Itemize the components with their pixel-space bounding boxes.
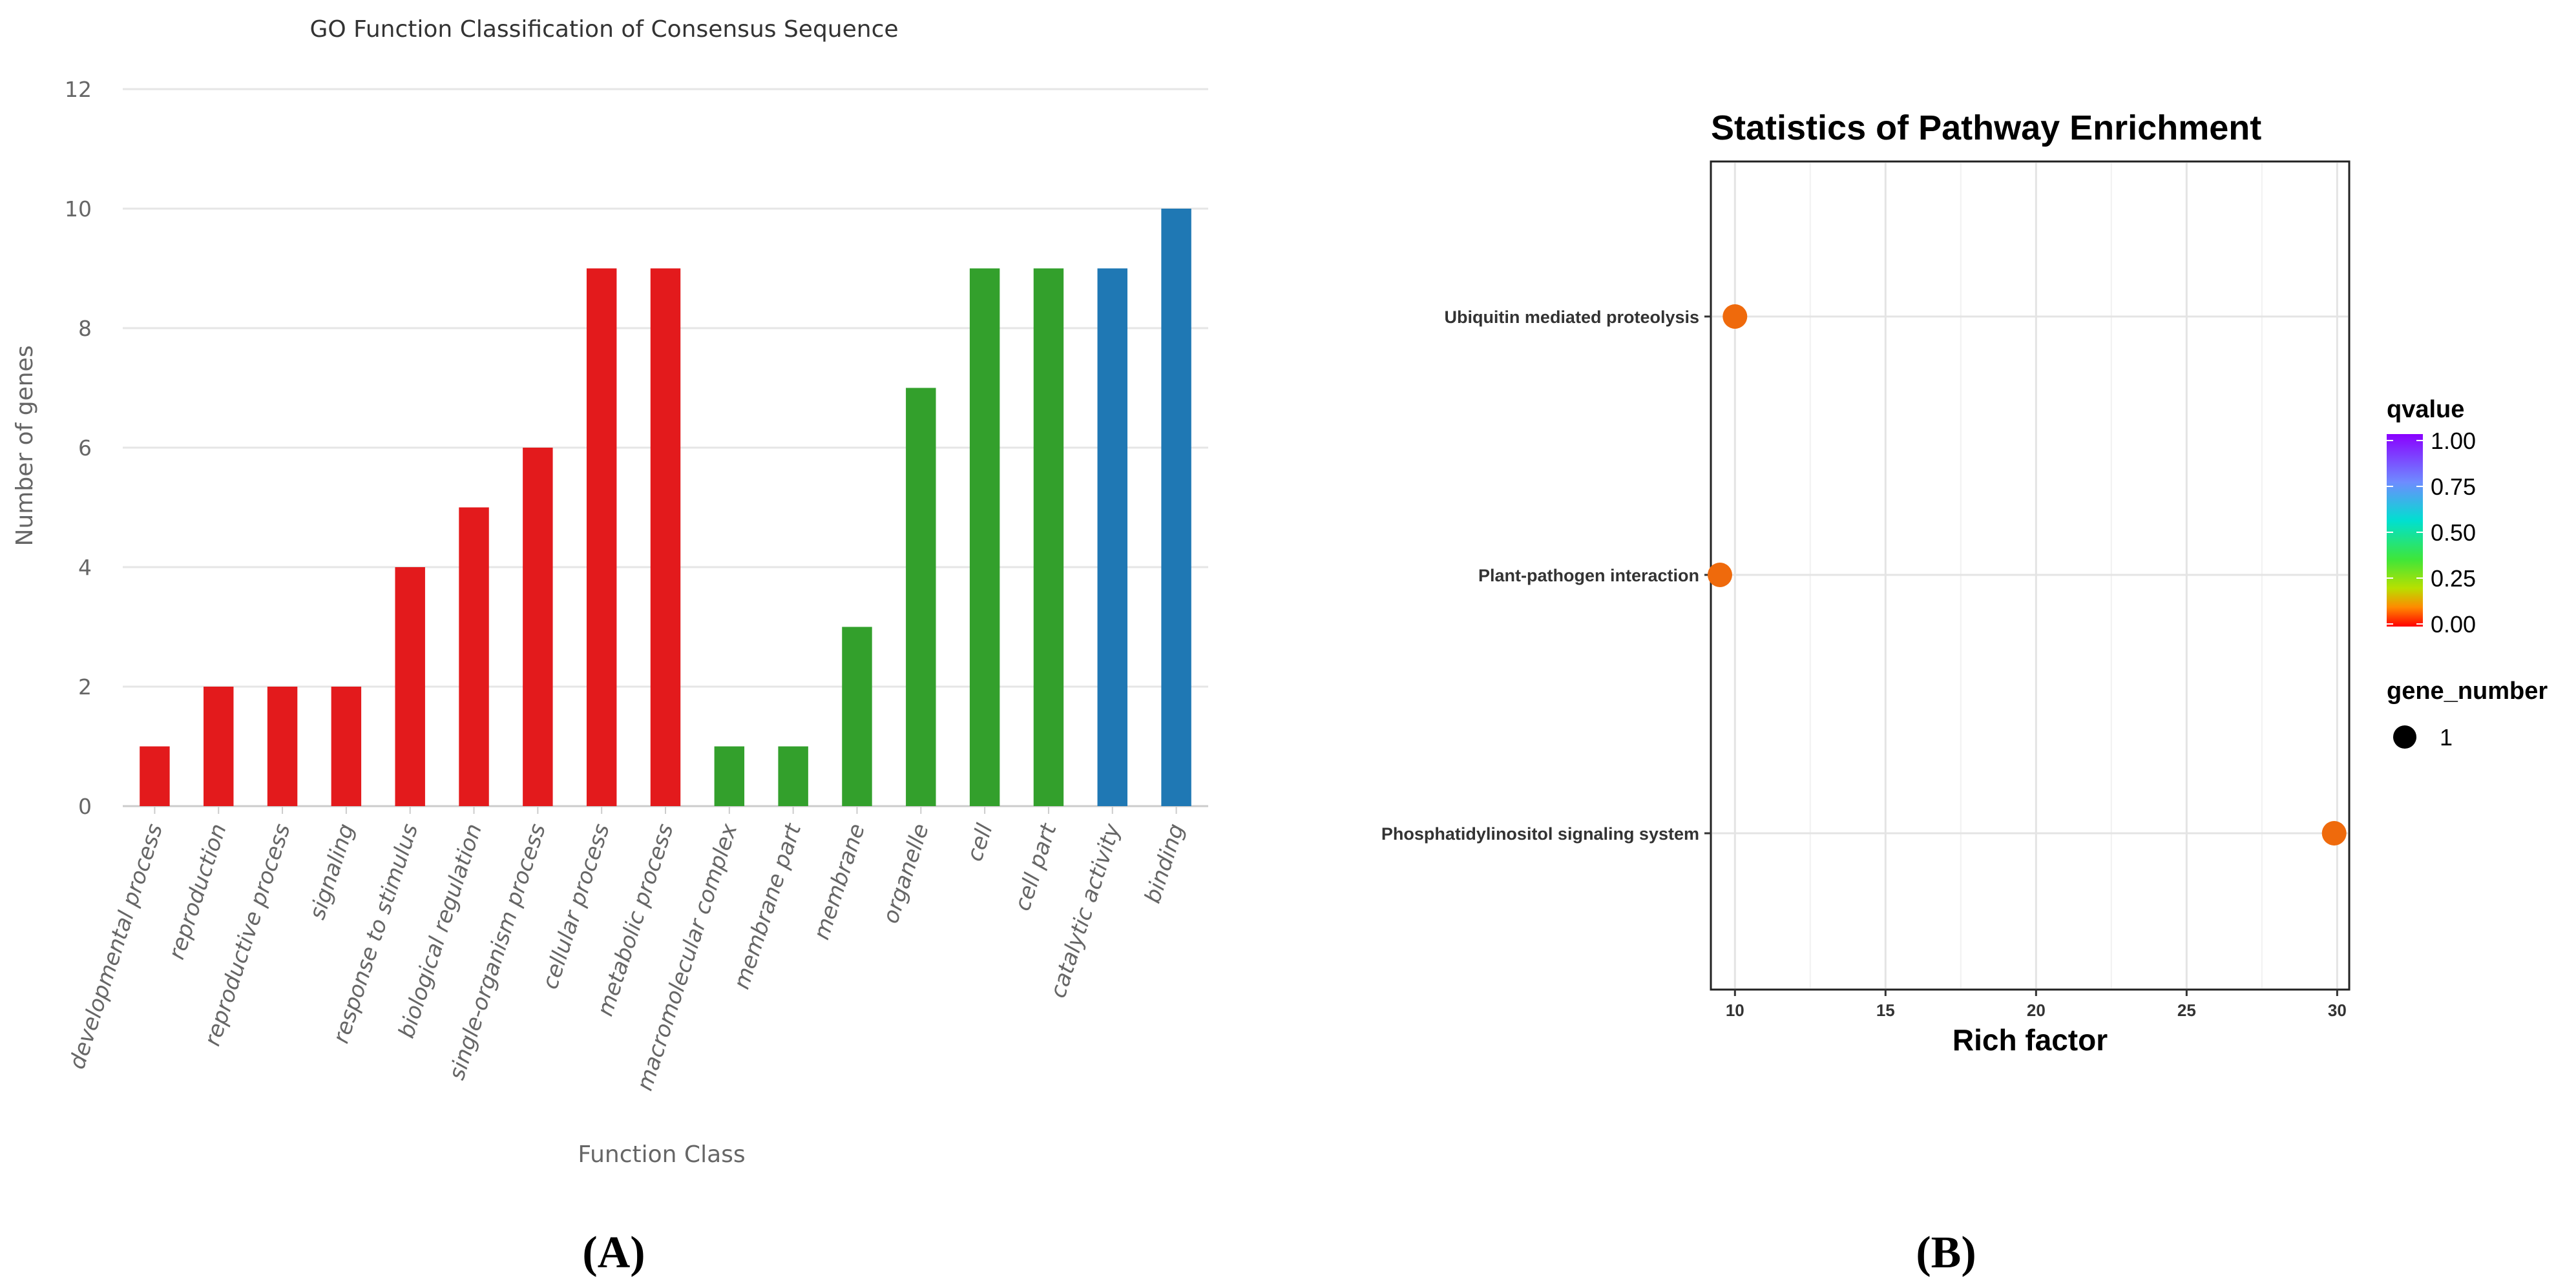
chart-a-y-tick-label: 2 [78,674,92,700]
chart-a-y-tick-label: 10 [65,196,92,222]
chart-a-x-tick-label: signaling [304,820,359,922]
legend-gene-number-value: 1 [2440,724,2453,751]
chart-a-y-tick-label: 6 [78,435,92,461]
chart-b-x-tick-label: 20 [2027,1001,2046,1020]
chart-a-x-tick-label: developmental process [64,820,168,1072]
chart-a-bar [650,268,681,806]
chart-a-x-tick-label: organelle [878,820,934,926]
chart-pathway-enrichment: Statistics of Pathway Enrichment Ubiquit… [1381,109,2548,1278]
legend-qvalue-title: qvalue [2387,396,2464,423]
chart-b-y-tick-label: Phosphatidylinositol signaling system [1381,824,1699,844]
legend-qvalue-tick-label: 0.25 [2431,565,2476,592]
chart-a-bar [395,567,425,806]
legend-gene-number-title: gene_number [2387,678,2548,705]
chart-a-y-tick-label: 8 [78,316,92,341]
chart-a-y-ticks: 0 2 4 6 8 10 12 [65,77,92,819]
chart-a-y-axis-label: Number of genes [12,346,38,546]
chart-a-y-tick-label: 0 [78,794,92,819]
chart-a-bar [714,746,745,806]
legend-qvalue-tick-label: 0.00 [2431,611,2476,638]
chart-a-bar [778,746,808,806]
chart-a-bars [140,209,1191,806]
chart-b-point [2321,821,2347,846]
chart-a-title: GO Function Classification of Consensus … [309,16,898,43]
chart-a-bar [1033,268,1064,806]
chart-a-bar [140,746,170,806]
chart-b-x-axis-label: Rich factor [1953,1023,2108,1057]
chart-a-x-tick-label: membrane [809,820,871,942]
panel-label-b: (B) [1916,1228,1976,1278]
chart-a-x-tick-label: cell [962,820,998,865]
legend-qvalue-colorbar [2387,434,2423,627]
chart-b-x-tick-label: 10 [1726,1001,1744,1020]
chart-a-x-ticks: developmental processreproductionreprodu… [64,806,1189,1094]
chart-a-x-tick-label: catalytic activity [1045,820,1126,1001]
chart-a-y-tick-label: 12 [65,77,92,102]
chart-b-point [1723,304,1748,329]
chart-a-y-tick-label: 4 [78,555,92,580]
legend-qvalue-ticks: 1.00 0.75 0.50 0.25 0.00 [2387,428,2476,638]
chart-b-points [1707,304,2347,846]
chart-a-bar [459,507,489,806]
chart-go-classification: GO Function Classification of Consensus … [12,16,1208,1278]
chart-a-bar [331,687,362,806]
chart-a-x-tick-label: cell part [1009,820,1062,914]
legend-qvalue-tick-label: 0.50 [2431,519,2476,546]
chart-a-bar [204,687,234,806]
chart-b-y-labels: Ubiquitin mediated proteolysis Plant-path… [1381,307,1711,844]
chart-b-point [1707,563,1732,587]
legend-qvalue-tick-label: 1.00 [2431,428,2476,454]
panel-label-a: (A) [582,1228,645,1278]
chart-a-bar [523,448,553,806]
chart-a-bar [1161,209,1191,806]
chart-a-x-tick-label: binding [1140,820,1189,906]
chart-a-x-tick-label: reproduction [163,820,231,962]
chart-a-bar [1097,268,1127,806]
chart-a-bar [906,388,936,806]
chart-b-x-tick-label: 30 [2328,1001,2347,1020]
chart-b-y-tick-label: Plant-pathogen interaction [1478,566,1699,585]
legend-gene-number-dot [2393,725,2416,749]
chart-a-bar [267,687,298,806]
chart-b-x-tick-label: 15 [1876,1001,1895,1020]
legend-qvalue-tick-label: 0.75 [2431,473,2476,500]
chart-a-x-axis-label: Function Class [578,1141,745,1168]
chart-a-x-tick-label: membrane part [729,820,807,992]
chart-a-x-tick-label: cellular process [537,820,614,992]
chart-b-y-tick-label: Ubiquitin mediated proteolysis [1444,307,1699,327]
chart-a-bar [842,627,872,806]
chart-b-x-tick-label: 25 [2177,1001,2196,1020]
chart-b-title: Statistics of Pathway Enrichment [1711,109,2261,147]
chart-a-bar [969,268,1000,806]
chart-b-x-ticks: 10 15 20 25 30 [1726,990,2347,1020]
chart-b-gridlines [1712,163,2348,988]
chart-b-legend: qvalue 1.000.750.500.250.00 gene_number … [2387,396,2548,751]
chart-a-bar [586,268,617,806]
